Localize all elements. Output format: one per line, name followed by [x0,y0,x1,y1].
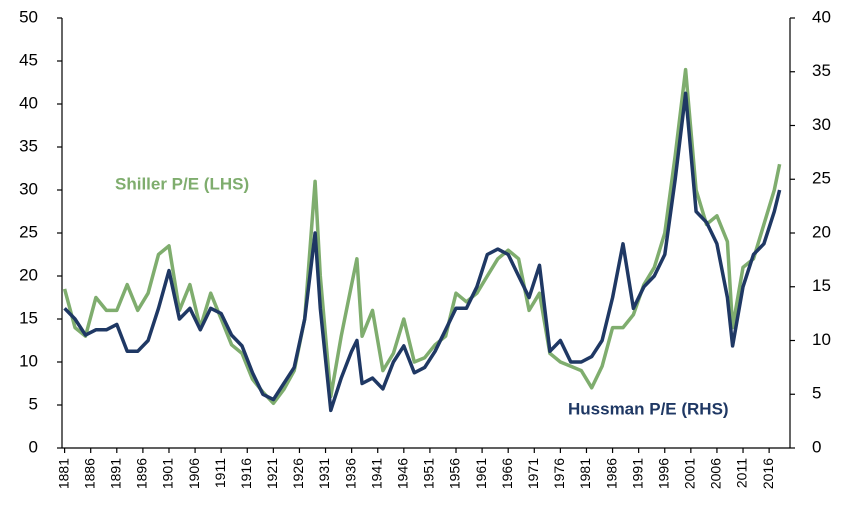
y-tick-label: 30 [19,179,38,198]
series-label: Shiller P/E (LHS) [115,174,249,193]
y2-tick-label: 0 [812,437,821,456]
x-tick-label: 1916 [238,458,254,489]
x-tick-label: 1896 [134,458,150,489]
x-tick-label: 1971 [525,458,541,489]
y-tick-label: 45 [19,50,38,69]
y-tick-label: 50 [19,7,38,26]
x-tick-label: 1961 [473,458,489,489]
x-tick-label: 1946 [395,458,411,489]
y2-tick-label: 20 [812,222,831,241]
x-tick-label: 1881 [55,458,71,489]
y-tick-label: 25 [19,222,38,241]
y2-tick-label: 30 [812,115,831,134]
x-tick-label: 1901 [160,458,176,489]
x-tick-label: 1911 [212,458,228,488]
y2-tick-label: 25 [812,169,831,188]
x-tick-label: 1976 [551,458,567,489]
y-tick-label: 35 [19,136,38,155]
x-tick-label: 1951 [421,458,437,489]
y2-tick-label: 5 [812,384,821,403]
x-tick-label: 2011 [734,458,750,488]
y2-tick-label: 40 [812,7,831,26]
y-tick-label: 20 [19,265,38,284]
y-tick-label: 40 [19,93,38,112]
x-tick-label: 1886 [81,458,97,489]
x-tick-label: 1931 [316,458,332,489]
y-tick-label: 5 [29,394,38,413]
x-tick-label: 1956 [447,458,463,489]
x-tick-label: 1921 [264,458,280,489]
x-tick-label: 2001 [682,458,698,489]
x-tick-label: 1926 [290,458,306,489]
x-tick-label: 1936 [342,458,358,489]
x-tick-label: 1966 [499,458,515,489]
series-line [63,91,782,413]
series-line [62,67,782,406]
y-tick-label: 0 [29,437,38,456]
y2-tick-label: 35 [812,61,831,80]
series-label: Hussman P/E (RHS) [568,399,729,418]
x-tick-label: 2006 [708,458,724,489]
x-tick-label: 1906 [186,458,202,489]
x-tick-label: 1941 [368,458,384,489]
x-tick-label: 1996 [655,458,671,489]
y-tick-label: 15 [19,308,38,327]
x-tick-label: 1981 [577,458,593,489]
x-tick-label: 2016 [760,458,776,489]
x-tick-label: 1986 [603,458,619,489]
x-tick-label: 1991 [629,458,645,489]
x-tick-label: 1891 [107,458,123,489]
y-tick-label: 10 [19,351,38,370]
y2-tick-label: 15 [812,276,831,295]
y2-tick-label: 10 [812,330,831,349]
